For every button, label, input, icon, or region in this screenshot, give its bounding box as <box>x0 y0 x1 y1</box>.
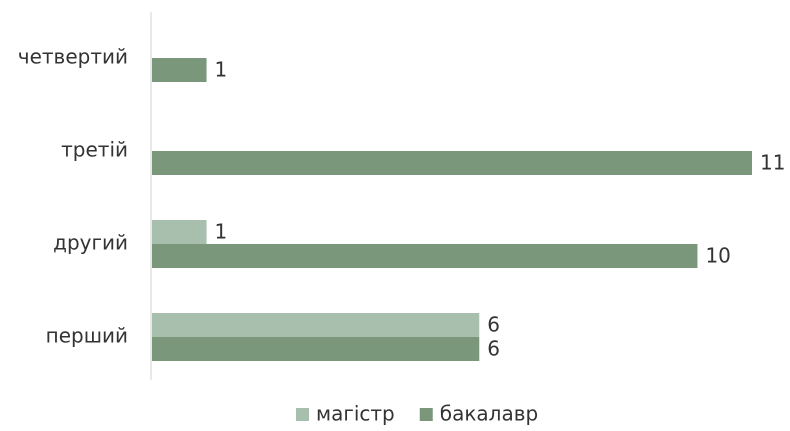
value-label: 11 <box>760 151 785 175</box>
value-label: 6 <box>487 337 500 361</box>
legend-swatch <box>419 408 433 421</box>
y-tick-label: перший <box>46 324 128 348</box>
bar <box>152 337 480 361</box>
legend-label: бакалавр <box>440 402 538 426</box>
y-tick-label: третій <box>61 138 128 162</box>
value-label: 10 <box>705 244 730 268</box>
y-tick-label: четвертий <box>18 45 128 69</box>
y-tick-label: другий <box>53 231 128 255</box>
bar <box>152 58 207 82</box>
bar <box>152 220 207 244</box>
value-label: 1 <box>215 58 228 82</box>
bar <box>152 151 752 175</box>
bar <box>152 313 480 337</box>
value-label: 6 <box>487 313 500 337</box>
legend-swatch <box>296 408 309 421</box>
value-label: 1 <box>215 220 228 244</box>
legend-label: магістр <box>316 402 395 426</box>
bar <box>152 244 698 268</box>
